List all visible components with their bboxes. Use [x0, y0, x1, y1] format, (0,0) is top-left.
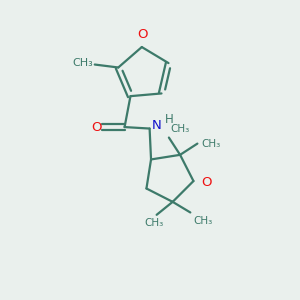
Text: H: H: [165, 113, 174, 126]
Text: O: O: [137, 28, 148, 41]
Text: O: O: [91, 121, 101, 134]
Text: CH₃: CH₃: [202, 139, 221, 148]
Text: CH₃: CH₃: [144, 218, 163, 228]
Text: O: O: [201, 176, 211, 189]
Text: CH₃: CH₃: [193, 216, 212, 226]
Text: CH₃: CH₃: [73, 58, 93, 68]
Text: CH₃: CH₃: [170, 124, 190, 134]
Text: N: N: [152, 118, 162, 131]
